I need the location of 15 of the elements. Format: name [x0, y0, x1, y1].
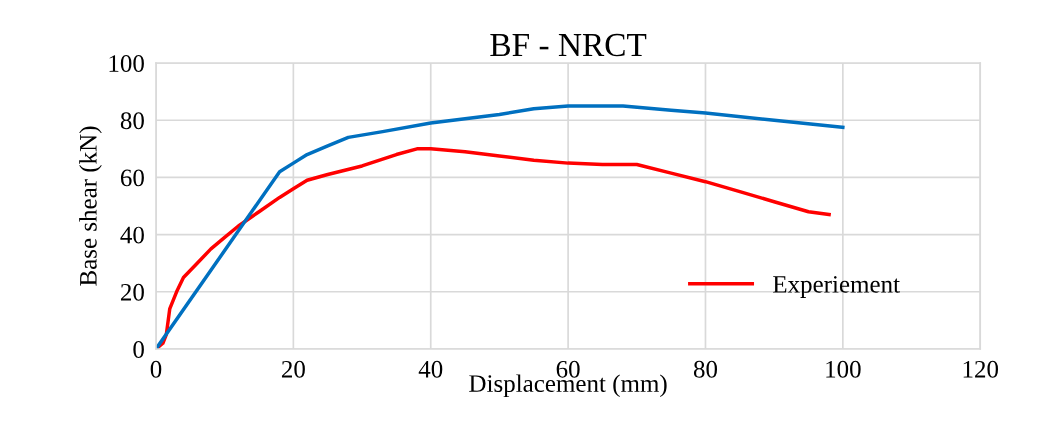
- y-tick-label: 60: [120, 169, 144, 187]
- y-tick-label: 100: [109, 55, 144, 72]
- x-tick-label: 80: [693, 360, 718, 378]
- x-tick-label: 0: [150, 360, 162, 378]
- y-tick-label: 20: [120, 283, 144, 301]
- chart-title: BF - NRCT: [490, 33, 647, 57]
- x-tick-label: 20: [281, 360, 305, 378]
- x-tick-label: 120: [963, 360, 999, 378]
- legend-label: Experiement: [773, 276, 900, 298]
- y-tick-label: 0: [133, 341, 144, 358]
- y-axis-title: Base shear (kN): [79, 126, 102, 286]
- x-tick-label: 100: [826, 360, 861, 378]
- x-tick-label: 40: [418, 360, 443, 378]
- y-tick-label: 80: [120, 112, 144, 130]
- y-tick-label: 40: [120, 226, 144, 244]
